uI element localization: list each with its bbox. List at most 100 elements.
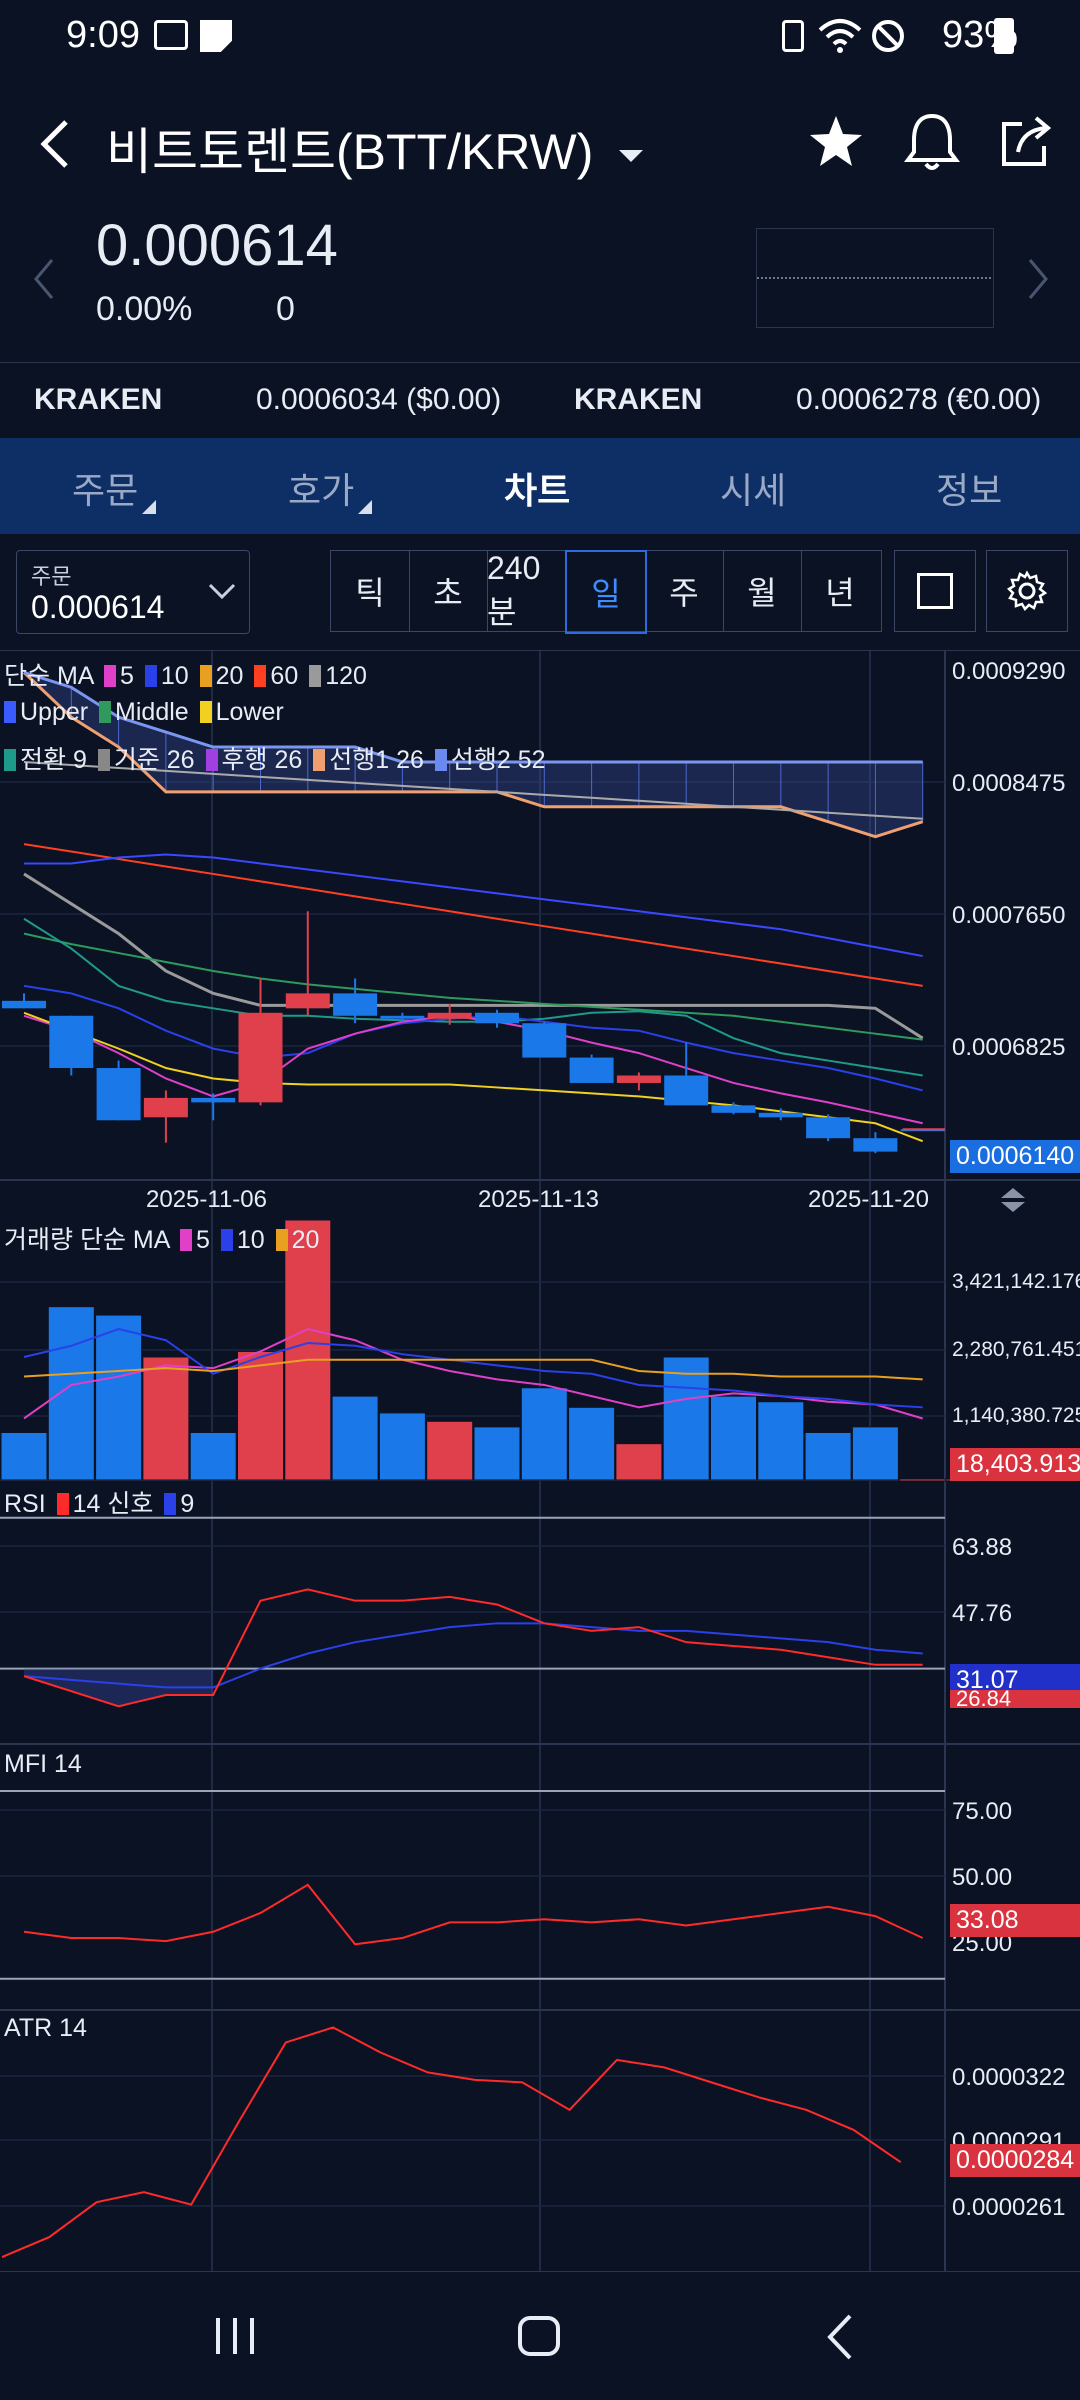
timeframe-240min[interactable]: 240분 xyxy=(487,550,566,631)
candle-body xyxy=(806,1117,851,1139)
volume-bar xyxy=(95,1314,143,1481)
axis-scale-handle[interactable] xyxy=(998,1186,1028,1214)
timeframe-year[interactable]: 년 xyxy=(825,575,855,611)
volume-bar xyxy=(284,1219,332,1481)
next-coin-button[interactable] xyxy=(1022,254,1052,304)
prev-coin-button[interactable] xyxy=(30,254,60,304)
share-icon xyxy=(1002,116,1052,166)
volume-bar xyxy=(142,1356,190,1481)
timeframe-bar: 틱 초 240분 일 주 월 년 xyxy=(330,550,882,634)
back-button[interactable] xyxy=(30,114,80,174)
back-icon xyxy=(827,2314,852,2360)
recents-button[interactable] xyxy=(210,2314,260,2358)
tab-label: 호가 xyxy=(288,470,355,511)
ma-5: 5 xyxy=(120,662,134,690)
volume-bar xyxy=(237,1350,284,1481)
mini-chart xyxy=(756,228,994,328)
favorite-button[interactable] xyxy=(806,112,866,172)
timeframe-second[interactable]: 초 xyxy=(409,551,488,631)
ichimoku-conversion-line xyxy=(23,917,923,1077)
gear-icon xyxy=(1006,570,1048,612)
candle-body xyxy=(853,1138,898,1152)
exchange-name: KRAKEN xyxy=(574,383,703,416)
volume-bar xyxy=(0,1431,48,1481)
volume-bar xyxy=(426,1420,474,1481)
candle-body xyxy=(475,1012,519,1024)
rsi-period: 14 xyxy=(72,1490,101,1518)
coin-title: 비트토렌트(BTT/KRW) xyxy=(106,124,594,180)
candle-body xyxy=(285,993,330,1009)
tab-label: 시세 xyxy=(720,470,787,511)
exchange-value: 0.0006278 (€0.00) xyxy=(796,383,1042,416)
candle-body xyxy=(2,1000,46,1009)
atr-legend: ATR 14 xyxy=(4,2014,87,2042)
bell-icon xyxy=(904,113,960,170)
square-icon xyxy=(917,573,953,609)
ma-120: 120 xyxy=(325,662,367,690)
share-button[interactable] xyxy=(996,112,1056,172)
mfi-value-tag: 33.08 xyxy=(950,1904,1080,1937)
ichi-span1: 선행1 26 xyxy=(329,746,424,774)
star-icon xyxy=(810,116,862,166)
timeframe-day[interactable]: 일 xyxy=(565,550,647,634)
tab-info[interactable]: 정보 xyxy=(936,462,1002,514)
page-title[interactable]: 비트토렌트(BTT/KRW) xyxy=(106,112,644,184)
chart-settings-button[interactable] xyxy=(986,550,1068,632)
chevron-down-icon xyxy=(208,583,236,600)
ma-label: 단순 MA xyxy=(4,662,94,690)
mfi-legend: MFI 14 xyxy=(4,1750,82,1778)
candle-body xyxy=(49,1015,94,1069)
fullscreen-button[interactable] xyxy=(894,550,976,632)
candle-body xyxy=(758,1112,803,1118)
change-amount: 0 xyxy=(276,290,295,328)
chevron-left-icon xyxy=(34,259,54,299)
corner-triangle-icon xyxy=(358,500,372,514)
ma-60: 60 xyxy=(270,662,299,690)
wifi-icon xyxy=(818,16,862,56)
volume-bar xyxy=(757,1401,805,1481)
atr-line xyxy=(1,2026,902,2258)
volume-bar xyxy=(520,1387,568,1481)
bb-lower-line xyxy=(23,1011,924,1143)
ichi-conversion: 전환 9 xyxy=(20,746,87,774)
up-down-arrows-icon xyxy=(1001,1188,1025,1212)
system-back-button[interactable] xyxy=(820,2312,860,2362)
change-percent: 0.00% xyxy=(96,290,193,328)
ma-10-line xyxy=(23,984,923,1092)
ma-gray-line xyxy=(23,872,924,1040)
candle-body xyxy=(191,1097,236,1103)
ichi-span2: 선행2 52 xyxy=(450,746,546,774)
price-tick: 0.0006825 xyxy=(952,1034,1066,1061)
tab-chart[interactable]: 차트 xyxy=(504,462,570,514)
vma-20: 20 xyxy=(291,1226,320,1254)
timeframe-month[interactable]: 월 xyxy=(723,551,802,631)
ma-120-line xyxy=(23,760,923,820)
volume-title: 거래량 단순 MA xyxy=(4,1226,170,1254)
volume-legend: 거래량 단순 MA 5 10 20 xyxy=(4,1220,319,1256)
status-time: 9:09 xyxy=(66,14,140,56)
timeframe-tick[interactable]: 틱 xyxy=(331,551,410,631)
chart-area[interactable] xyxy=(0,650,1080,2272)
tab-order[interactable]: 주문 xyxy=(72,462,156,514)
volume-bar xyxy=(473,1426,521,1481)
price-legend-ichimoku: 전환 9 기준 26 후행 26 선행1 26 선행2 52 xyxy=(4,740,546,776)
home-button[interactable] xyxy=(514,2312,564,2360)
price-legend-bb: Upper Middle Lower xyxy=(4,698,284,727)
tab-market[interactable]: 시세 xyxy=(720,462,786,514)
corner-triangle-icon xyxy=(142,500,156,514)
volume-bar xyxy=(331,1395,379,1481)
chevron-left-icon xyxy=(40,120,68,168)
timeframe-week[interactable]: 주 xyxy=(645,551,724,631)
atr-tick: 0.0000291 xyxy=(952,2128,1066,2144)
order-price-select[interactable]: 주문 0.000614 xyxy=(16,550,250,634)
bb-upper-line xyxy=(24,853,923,958)
rsi-legend: RSI 14 신호 9 xyxy=(4,1484,194,1520)
tab-bar: 주문 호가 차트 시세 정보 xyxy=(0,438,1080,534)
volume-tick: 3,421,142.176 xyxy=(952,1270,1080,1293)
chevron-right-icon xyxy=(1028,259,1048,299)
date-tick: 2025-11-20 xyxy=(808,1186,929,1213)
rsi-tick: 63.88 xyxy=(952,1534,1013,1561)
tab-orderbook[interactable]: 호가 xyxy=(288,462,372,514)
alert-button[interactable] xyxy=(902,110,962,174)
do-not-disturb-icon xyxy=(870,18,906,54)
